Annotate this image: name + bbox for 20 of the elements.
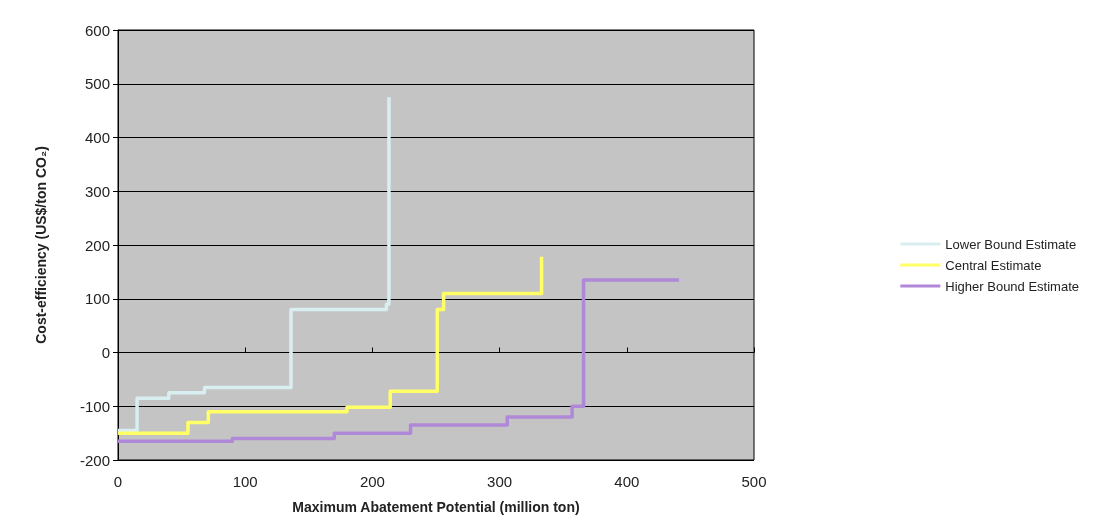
y-tick-label: -200 (79, 451, 110, 469)
legend-label: Higher Bound Estimate (945, 278, 1080, 294)
y-axis-title: Cost-efficiency (US$/ton CO₂) (33, 146, 49, 344)
y-tick-label: 600 (84, 21, 110, 39)
x-axis-title: Maximum Abatement Potential (million ton) (292, 499, 580, 515)
y-tick-label: 300 (84, 182, 110, 200)
y-tick-label: 200 (84, 236, 110, 254)
y-tick-label: 100 (84, 290, 110, 308)
legend-label: Lower Bound Estimate (945, 236, 1077, 252)
x-tick-label: 200 (359, 473, 385, 490)
y-tick-label: 400 (84, 129, 110, 146)
y-tick-label: -100 (79, 397, 110, 415)
x-tick-label: 0 (113, 473, 123, 490)
legend-label: Central Estimate (945, 257, 1042, 273)
x-tick-label: 400 (614, 473, 640, 490)
x-tick-label: 500 (741, 473, 767, 490)
x-tick-label: 100 (232, 473, 258, 490)
x-tick-label: 300 (487, 473, 513, 490)
y-tick-label: 500 (84, 75, 110, 93)
y-tick-label: 0 (101, 344, 110, 361)
